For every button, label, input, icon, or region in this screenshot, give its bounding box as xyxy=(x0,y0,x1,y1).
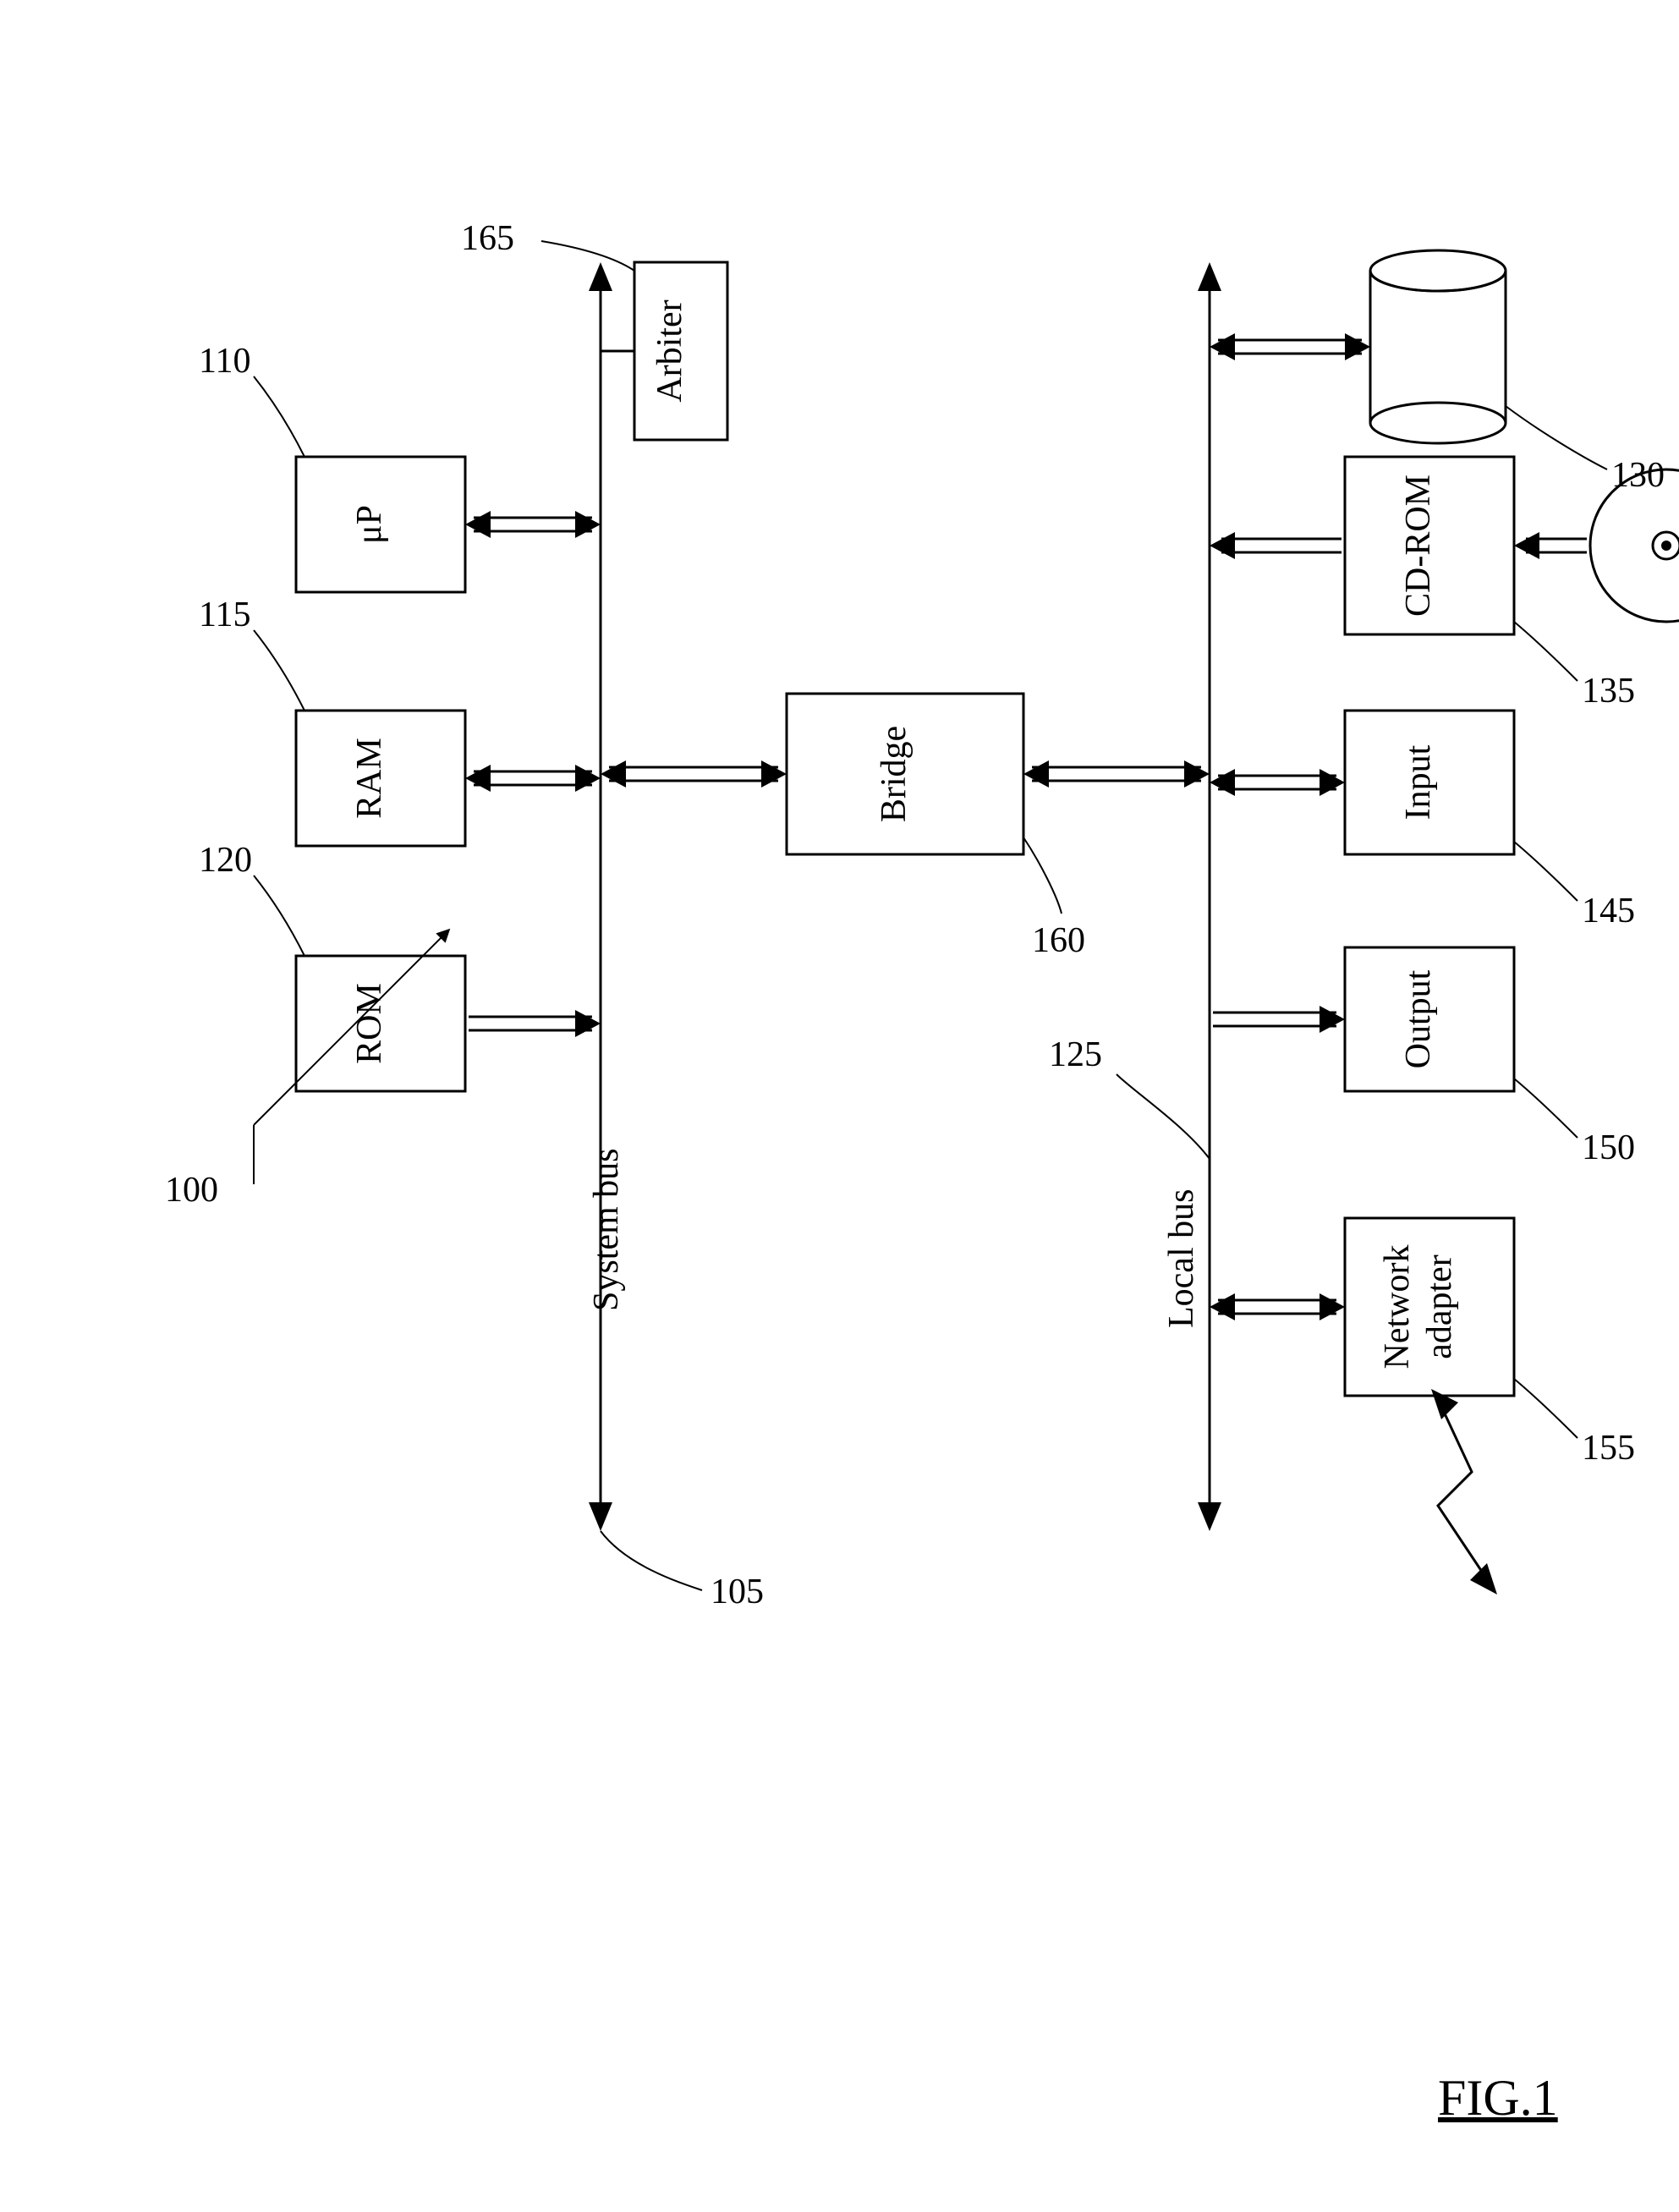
ref-145: 145 xyxy=(1514,842,1635,930)
netadp-box: Network adapter xyxy=(1345,1218,1514,1396)
svg-text:155: 155 xyxy=(1582,1429,1635,1468)
cdrom-conn xyxy=(1210,532,1342,559)
ram-conn xyxy=(465,765,601,792)
rom-conn xyxy=(469,1010,601,1037)
output-conn xyxy=(1213,1006,1345,1033)
svg-text:adapter: adapter xyxy=(1420,1254,1459,1359)
ref-155: 155 xyxy=(1514,1379,1635,1468)
ref-105: 105 xyxy=(601,1531,764,1611)
svg-text:115: 115 xyxy=(199,596,250,634)
ref-120: 120 xyxy=(199,841,305,956)
local-bus-label: Local bus xyxy=(1162,1189,1201,1328)
ref-100: 100 xyxy=(165,930,448,1210)
rom-box: ROM xyxy=(296,956,465,1091)
disk-conn xyxy=(1210,333,1370,360)
svg-text:165: 165 xyxy=(461,219,514,258)
disk-cylinder xyxy=(1370,250,1506,443)
svg-text:125: 125 xyxy=(1049,1035,1102,1074)
svg-text:120: 120 xyxy=(199,841,252,880)
input-box: Input xyxy=(1345,711,1514,854)
svg-text:Bridge: Bridge xyxy=(875,726,914,822)
svg-text:μP: μP xyxy=(350,505,389,544)
ref-160: 160 xyxy=(1023,837,1085,960)
cdrom-box: CD-ROM xyxy=(1345,457,1514,634)
bridge-sys-conn xyxy=(601,760,787,788)
ram-box: RAM xyxy=(296,711,465,846)
cd-to-cdrom xyxy=(1514,532,1587,559)
arbiter-box: Arbiter xyxy=(634,262,727,440)
svg-text:100: 100 xyxy=(165,1171,218,1210)
svg-text:105: 105 xyxy=(711,1573,764,1611)
svg-text:110: 110 xyxy=(199,342,250,381)
input-conn xyxy=(1210,769,1345,796)
svg-text:150: 150 xyxy=(1582,1128,1635,1167)
svg-text:145: 145 xyxy=(1582,892,1635,930)
bridge-box: Bridge xyxy=(787,694,1023,854)
ref-130: 130 xyxy=(1506,406,1665,495)
uP-conn xyxy=(465,511,601,538)
svg-text:Output: Output xyxy=(1399,969,1438,1068)
ref-115: 115 xyxy=(199,596,305,711)
net-zigzag-icon xyxy=(1431,1389,1497,1595)
svg-text:Input: Input xyxy=(1399,744,1438,820)
ref-165: 165 xyxy=(461,219,634,271)
system-bus: System bus xyxy=(587,262,626,1531)
netadp-conn xyxy=(1210,1293,1345,1320)
ref-125: 125 xyxy=(1049,1035,1210,1159)
output-box: Output xyxy=(1345,947,1514,1091)
svg-text:135: 135 xyxy=(1582,672,1635,711)
figure-label: FIG.1 xyxy=(1438,2070,1558,2126)
ref-135: 135 xyxy=(1514,622,1635,711)
svg-text:160: 160 xyxy=(1032,921,1085,960)
svg-text:Network: Network xyxy=(1378,1245,1417,1369)
svg-text:RAM: RAM xyxy=(350,738,389,819)
svg-text:Arbiter: Arbiter xyxy=(650,299,689,402)
system-bus-label: System bus xyxy=(587,1148,626,1311)
bridge-local-conn xyxy=(1023,760,1210,788)
svg-text:CD-ROM: CD-ROM xyxy=(1399,475,1438,617)
uP-box: μP xyxy=(296,457,465,592)
ref-110: 110 xyxy=(199,342,305,457)
local-bus: Local bus xyxy=(1162,262,1221,1531)
ref-150: 150 xyxy=(1514,1079,1635,1167)
